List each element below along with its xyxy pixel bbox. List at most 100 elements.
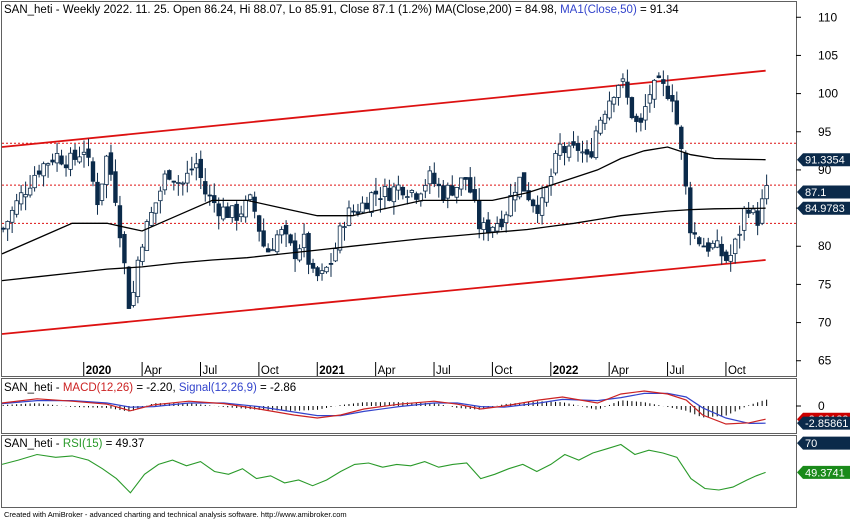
candle (50, 153, 55, 166)
candle (171, 180, 177, 191)
candle (207, 184, 212, 206)
candle (737, 225, 742, 249)
candle (539, 185, 545, 225)
candle (674, 91, 680, 126)
macd-value-tag: -2.85861 (797, 416, 850, 430)
candle (221, 197, 226, 222)
candle (755, 202, 760, 236)
candle (656, 72, 662, 79)
y-tick-label: 100 (818, 87, 838, 101)
y-tick-label: 65 (818, 354, 832, 368)
candle (203, 168, 208, 202)
candle (759, 189, 765, 226)
candle (180, 181, 186, 196)
candle (140, 243, 145, 266)
candle (607, 91, 612, 121)
candle (5, 220, 10, 241)
price-tags: 91.3354 87.1 84.9783 (797, 153, 850, 215)
title-ma50-value: = 91.34 (637, 4, 679, 16)
x-tick-label: Oct (261, 365, 280, 377)
candle (122, 231, 127, 275)
x-tick-label: 2020 (86, 365, 112, 377)
signal-title-value: = -2.86 (257, 382, 296, 394)
candle (310, 258, 316, 273)
candle (715, 229, 720, 249)
candle (373, 177, 379, 207)
candle (692, 222, 697, 240)
x-tick-label: Apr (144, 365, 162, 377)
candle (387, 179, 392, 202)
candle (706, 237, 711, 257)
ma200-line (1, 207, 766, 282)
candle (81, 140, 87, 168)
candle (23, 181, 28, 211)
candle (230, 205, 235, 223)
candle (90, 157, 96, 187)
time-x-axis: 2020 Apr Jul Oct 2021 Apr Jul Oct 2022 Apr Jul Oct (83, 362, 747, 377)
candle (494, 216, 500, 235)
svg-text:70: 70 (805, 438, 817, 450)
candle (104, 154, 109, 199)
title-ma200-label: MA(Close,200) (435, 4, 512, 16)
candle (670, 84, 675, 113)
y-tick-label: 110 (818, 10, 837, 24)
candle (553, 150, 558, 176)
y-tick-label: 80 (818, 239, 832, 253)
x-tick-label: Oct (728, 365, 747, 377)
candle (625, 69, 630, 105)
candle (463, 177, 468, 191)
candle (319, 263, 325, 281)
rsi-title-symbol: SAN_heti - (4, 438, 63, 450)
candle (378, 187, 383, 213)
x-tick-label: Apr (378, 365, 396, 377)
y-tick-label: 90 (818, 163, 832, 177)
candle (432, 162, 437, 188)
candle (27, 175, 33, 198)
price-panel-title: SAN_heti - Weekly 2022. 11. 25. Open 86.… (4, 4, 679, 16)
candle (283, 220, 289, 248)
candle (63, 155, 69, 177)
ma50-line (1, 146, 766, 255)
candle (158, 186, 163, 214)
candle (566, 141, 572, 162)
macd-title-label: MACD(12,26) (63, 382, 133, 394)
candle (288, 233, 293, 246)
candle (750, 204, 756, 215)
candle (638, 113, 644, 132)
candle (9, 206, 15, 234)
candle (724, 249, 729, 264)
candle (616, 84, 621, 106)
candle (562, 142, 567, 166)
candle (153, 202, 159, 224)
footer-credit: Created with AmiBroker - advanced charti… (4, 510, 347, 519)
trend-channel (1, 69, 766, 335)
candle (652, 79, 657, 108)
svg-text:91.3354: 91.3354 (805, 155, 845, 167)
candle (41, 161, 46, 187)
candle (0, 226, 6, 233)
candle (427, 165, 433, 194)
candle (598, 116, 603, 136)
candle (746, 202, 751, 219)
candle (176, 175, 181, 196)
candle (18, 185, 24, 211)
candle (445, 182, 450, 209)
macd-panel-title: SAN_heti - MACD(12,26) = -2.20, Signal(1… (4, 382, 296, 394)
rsi-panel-title: SAN_heti - RSI(15) = 49.37 (4, 438, 144, 450)
rsi-value-tag: 49.3741 (797, 465, 850, 479)
candle (521, 172, 527, 192)
svg-text:49.3741: 49.3741 (805, 467, 845, 479)
candle (315, 266, 320, 282)
title-ma200-value: = 84.98, (512, 4, 560, 16)
candle (593, 125, 599, 160)
candle (450, 175, 455, 197)
candle (499, 210, 504, 231)
candle (503, 211, 509, 233)
candle (571, 131, 576, 149)
macd-zero-label: 0 (818, 399, 825, 413)
candle (530, 198, 536, 213)
candle (337, 222, 343, 254)
candle (517, 176, 522, 200)
y-tick-label: 95 (818, 125, 832, 139)
